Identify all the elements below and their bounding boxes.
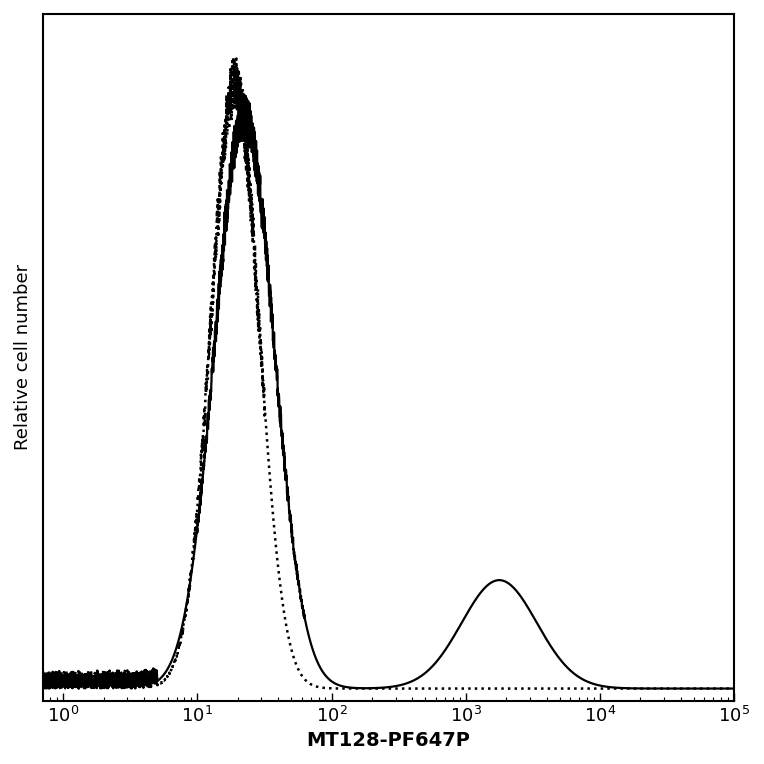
Y-axis label: Relative cell number: Relative cell number	[14, 264, 32, 450]
X-axis label: MT128-PF647P: MT128-PF647P	[306, 731, 471, 750]
